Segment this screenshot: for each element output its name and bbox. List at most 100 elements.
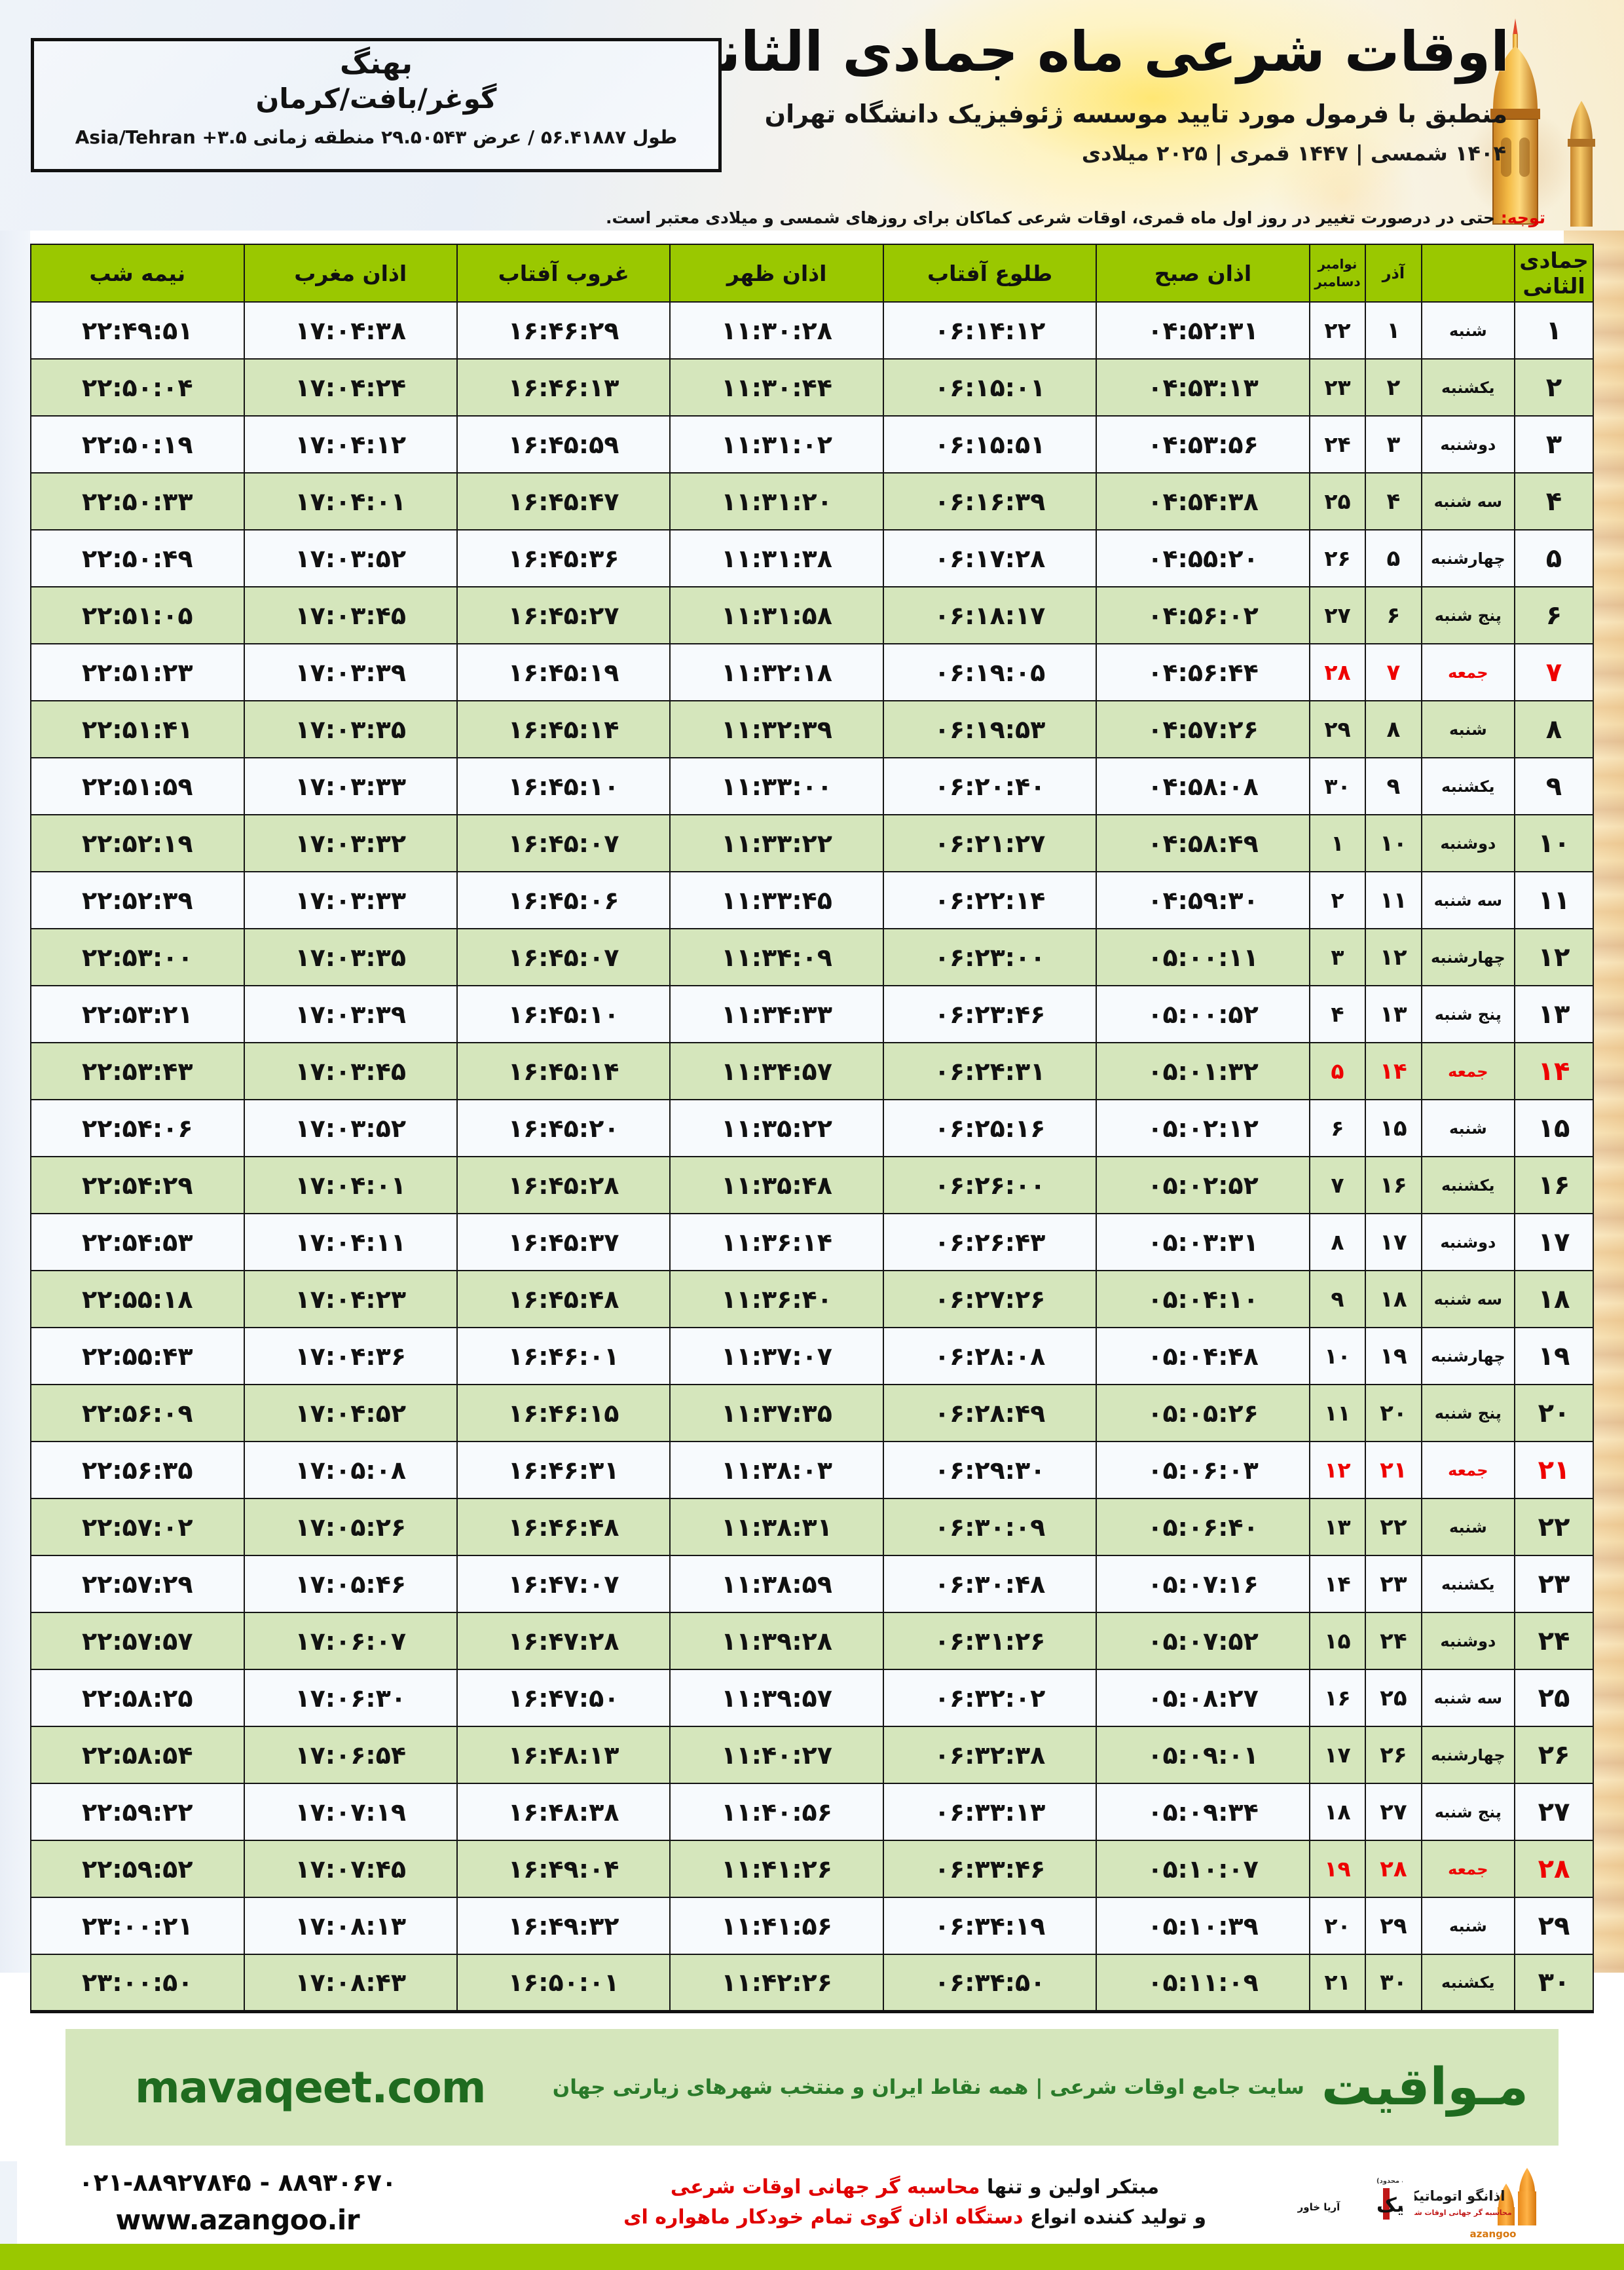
time-midnight: ۲۲:۵۹:۲۲ xyxy=(30,1783,245,1841)
day-weekday: جمعه xyxy=(1420,1042,1516,1100)
time-sunrise: ۰۶:۲۰:۴۰ xyxy=(882,757,1098,815)
day-gregorian: ۱۹ xyxy=(1308,1840,1367,1898)
time-maghrib: ۱۷:۰۵:۴۶ xyxy=(243,1555,458,1613)
day-hijri: ۱ xyxy=(1514,301,1594,360)
time-sunset: ۱۶:۵۰:۰۱ xyxy=(456,1954,671,2013)
table-row: ۱۹ چهارشنبه ۱۹ ۱۰ ۰۵:۰۴:۴۸ ۰۶:۲۸:۰۸ ۱۱:۳۷:۰۷ ۱۶… xyxy=(30,1327,1594,1385)
time-fajr: ۰۵:۰۲:۵۲ xyxy=(1096,1156,1310,1214)
page-subtitle: منطبق با فرمول مورد تایید موسسه ژئوفیزیک… xyxy=(764,100,1507,128)
day-gregorian: ۲۱ xyxy=(1308,1954,1367,2013)
time-dhuhr: ۱۱:۳۶:۴۰ xyxy=(669,1270,884,1328)
time-dhuhr: ۱۱:۳۸:۰۳ xyxy=(669,1441,884,1499)
day-gregorian: ۹ xyxy=(1308,1270,1367,1328)
time-sunset: ۱۶:۴۵:۱۴ xyxy=(456,700,671,758)
day-hijri: ۵ xyxy=(1514,529,1594,587)
website-url[interactable]: www.azangoo.ir xyxy=(115,2203,360,2236)
day-solar: ۲۷ xyxy=(1365,1783,1422,1841)
time-midnight: ۲۲:۵۳:۴۳ xyxy=(30,1042,245,1100)
slogan-line1-highlight: محاسبه گر جهانی اوقات شرعی xyxy=(670,2175,980,2199)
day-weekday: دوشنبه xyxy=(1420,1213,1516,1271)
time-sunset: ۱۶:۴۷:۰۷ xyxy=(456,1555,671,1613)
day-hijri: ۲۴ xyxy=(1514,1612,1594,1670)
day-solar: ۶ xyxy=(1365,586,1422,644)
day-hijri: ۷ xyxy=(1514,643,1594,701)
time-midnight: ۲۲:۵۱:۲۳ xyxy=(30,643,245,701)
time-sunset: ۱۶:۴۵:۰۷ xyxy=(456,928,671,986)
time-midnight: ۲۲:۵۵:۱۸ xyxy=(30,1270,245,1328)
time-fajr: ۰۴:۵۳:۵۶ xyxy=(1096,415,1310,474)
day-solar: ۵ xyxy=(1365,529,1422,587)
time-sunset: ۱۶:۴۶:۴۸ xyxy=(456,1498,671,1556)
table-row: ۲۱ جمعه ۲۱ ۱۲ ۰۵:۰۶:۰۳ ۰۶:۲۹:۳۰ ۱۱:۳۸:۰۳ ۱۶:۴۶:… xyxy=(30,1441,1594,1499)
time-midnight: ۲۲:۵۹:۵۲ xyxy=(30,1840,245,1898)
day-weekday: پنج شنبه xyxy=(1420,586,1516,644)
time-sunrise: ۰۶:۳۲:۳۸ xyxy=(882,1726,1098,1784)
time-maghrib: ۱۷:۰۷:۴۵ xyxy=(243,1840,458,1898)
table-row: ۱۲ چهارشنبه ۱۲ ۳ ۰۵:۰۰:۱۱ ۰۶:۲۳:۰۰ ۱۱:۳۴:۰۹ ۱۶:… xyxy=(30,928,1594,986)
day-weekday: جمعه xyxy=(1420,1840,1516,1898)
day-gregorian: ۲۳ xyxy=(1308,358,1367,417)
table-row: ۳۰ یکشنبه ۳۰ ۲۱ ۰۵:۱۱:۰۹ ۰۶:۳۴:۵۰ ۱۱:۴۲:۲۶ ۱۶:۵… xyxy=(30,1954,1594,2013)
day-solar: ۱۷ xyxy=(1365,1213,1422,1271)
day-hijri: ۲۵ xyxy=(1514,1669,1594,1727)
time-maghrib: ۱۷:۰۶:۵۴ xyxy=(243,1726,458,1784)
day-gregorian: ۲۴ xyxy=(1308,415,1367,474)
day-hijri: ۲۶ xyxy=(1514,1726,1594,1784)
time-dhuhr: ۱۱:۳۱:۳۸ xyxy=(669,529,884,587)
time-sunrise: ۰۶:۲۶:۴۳ xyxy=(882,1213,1098,1271)
time-fajr: ۰۵:۰۱:۳۲ xyxy=(1096,1042,1310,1100)
day-solar: ۲۹ xyxy=(1365,1897,1422,1955)
time-maghrib: ۱۷:۰۴:۵۲ xyxy=(243,1384,458,1442)
time-dhuhr: ۱۱:۳۹:۲۸ xyxy=(669,1612,884,1670)
time-fajr: ۰۴:۵۳:۱۳ xyxy=(1096,358,1310,417)
time-maghrib: ۱۷:۰۶:۳۰ xyxy=(243,1669,458,1727)
day-hijri: ۲ xyxy=(1514,358,1594,417)
day-solar: ۱۲ xyxy=(1365,928,1422,986)
day-solar: ۱۸ xyxy=(1365,1270,1422,1328)
time-dhuhr: ۱۱:۳۴:۰۹ xyxy=(669,928,884,986)
time-dhuhr: ۱۱:۳۵:۲۲ xyxy=(669,1099,884,1157)
day-weekday: سه شنبه xyxy=(1420,472,1516,530)
time-sunrise: ۰۶:۳۴:۱۹ xyxy=(882,1897,1098,1955)
day-gregorian: ۱۶ xyxy=(1308,1669,1367,1727)
time-sunset: ۱۶:۴۹:۰۴ xyxy=(456,1840,671,1898)
location-info-box: بهنگ گوغر/بافت/کرمان طول ۵۶.۴۱۸۸۷ / عرض … xyxy=(31,38,722,172)
day-hijri: ۲۲ xyxy=(1514,1498,1594,1556)
time-maghrib: ۱۷:۰۳:۳۹ xyxy=(243,985,458,1043)
day-solar: ۱۶ xyxy=(1365,1156,1422,1214)
day-solar: ۱۳ xyxy=(1365,985,1422,1043)
time-fajr: ۰۴:۵۸:۰۸ xyxy=(1096,757,1310,815)
prayer-times-table-wrap: جمادی الثانی آذر نوامبر دسامبر اذان صبح … xyxy=(30,244,1594,2013)
time-fajr: ۰۴:۵۵:۲۰ xyxy=(1096,529,1310,587)
table-row: ۳ دوشنبه ۳ ۲۴ ۰۴:۵۳:۵۶ ۰۶:۱۵:۵۱ ۱۱:۳۱:۰۲ ۱۶:۴۵:… xyxy=(30,415,1594,474)
time-sunset: ۱۶:۴۶:۳۱ xyxy=(456,1441,671,1499)
day-hijri: ۱۳ xyxy=(1514,985,1594,1043)
day-weekday: دوشنبه xyxy=(1420,415,1516,474)
mavaqeet-domain[interactable]: mavaqeet.com xyxy=(135,2062,486,2113)
col-header-sunset: غروب آفتاب xyxy=(456,244,671,303)
day-weekday: چهارشنبه xyxy=(1420,529,1516,587)
day-weekday: دوشنبه xyxy=(1420,814,1516,872)
day-gregorian: ۲۲ xyxy=(1308,301,1367,360)
time-maghrib: ۱۷:۰۵:۲۶ xyxy=(243,1498,458,1556)
table-row: ۲۲ شنبه ۲۲ ۱۳ ۰۵:۰۶:۴۰ ۰۶:۳۰:۰۹ ۱۱:۳۸:۳۱ ۱۶:۴۶:… xyxy=(30,1498,1594,1556)
time-midnight: ۲۲:۵۲:۱۹ xyxy=(30,814,245,872)
minaret-icon xyxy=(1568,101,1595,227)
contact-block: ۰۲۱-۸۸۹۲۷۸۴۵ - ۸۸۹۳۰۶۷۰ www.azangoo.ir xyxy=(79,2167,397,2239)
col-header-fajr: اذان صبح xyxy=(1096,244,1310,303)
day-weekday: یکشنبه xyxy=(1420,358,1516,417)
time-maghrib: ۱۷:۰۷:۱۹ xyxy=(243,1783,458,1841)
day-hijri: ۱۴ xyxy=(1514,1042,1594,1100)
time-sunrise: ۰۶:۱۴:۱۲ xyxy=(882,301,1098,360)
time-dhuhr: ۱۱:۳۱:۲۰ xyxy=(669,472,884,530)
day-solar: ۴ xyxy=(1365,472,1422,530)
time-fajr: ۰۴:۵۶:۴۴ xyxy=(1096,643,1310,701)
day-gregorian: ۲۹ xyxy=(1308,700,1367,758)
time-midnight: ۲۲:۵۸:۵۴ xyxy=(30,1726,245,1784)
time-sunset: ۱۶:۴۵:۳۷ xyxy=(456,1213,671,1271)
time-sunrise: ۰۶:۳۳:۱۳ xyxy=(882,1783,1098,1841)
svg-text:محاسبه گر جهانی اوقات شرعی: محاسبه گر جهانی اوقات شرعی xyxy=(1414,2208,1512,2217)
table-row: ۲۹ شنبه ۲۹ ۲۰ ۰۵:۱۰:۳۹ ۰۶:۳۴:۱۹ ۱۱:۴۱:۵۶ ۱۶:۴۹:… xyxy=(30,1897,1594,1955)
time-fajr: ۰۴:۵۴:۳۸ xyxy=(1096,472,1310,530)
time-midnight: ۲۲:۵۷:۵۷ xyxy=(30,1612,245,1670)
